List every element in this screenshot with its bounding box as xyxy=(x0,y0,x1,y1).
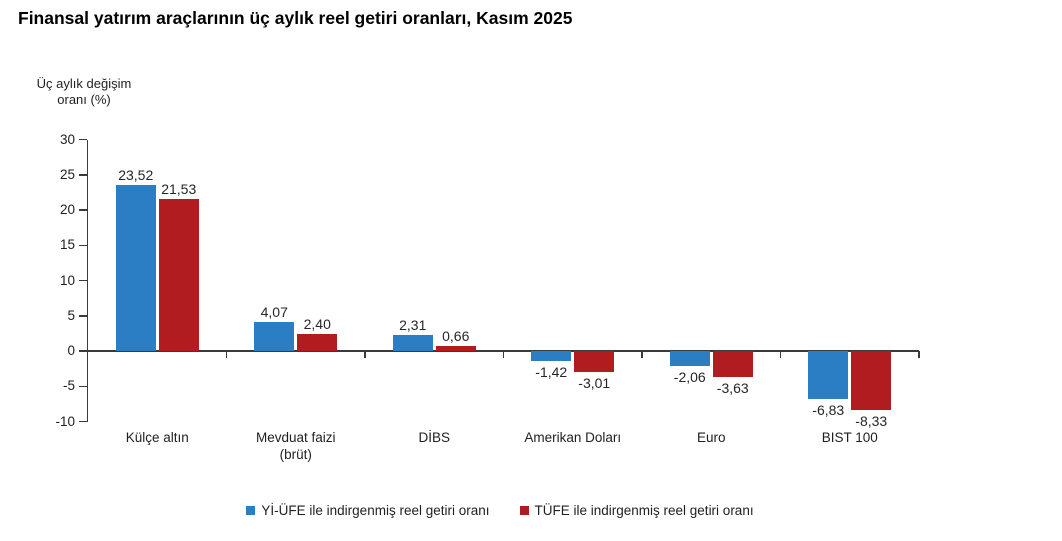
category-label: BIST 100 xyxy=(821,430,878,445)
legend-item-yi-ufe: Yİ-ÜFE ile indirgenmiş reel getiri oranı xyxy=(246,503,490,518)
bar-tufe-6 xyxy=(851,351,892,410)
bar-value-label: 23,52 xyxy=(118,167,154,184)
bar-value-label: -2,06 xyxy=(673,368,706,385)
category-label: DİBS xyxy=(418,430,450,445)
y-axis-tick-label: 30 xyxy=(59,131,75,147)
y-axis-tick xyxy=(79,385,87,387)
bar-yi-ufe-5 xyxy=(669,351,710,366)
y-axis-tick-label: -10 xyxy=(55,413,75,429)
y-axis-tick xyxy=(79,420,87,423)
x-axis-tick xyxy=(641,351,643,358)
legend-label-tufe: TÜFE ile indirgenmiş reel getiri oranı xyxy=(534,503,754,518)
x-axis-tick xyxy=(779,351,782,358)
legend-marker-blue-icon xyxy=(246,506,256,515)
legend-marker-red-icon xyxy=(519,506,529,515)
x-axis-tick xyxy=(225,351,228,358)
category-label: Külçe altın xyxy=(125,430,189,445)
y-axis-tick-label: 15 xyxy=(59,237,75,253)
bar-tufe-4 xyxy=(574,351,615,373)
bar-value-label: 0,66 xyxy=(442,328,470,345)
bar-tufe-2 xyxy=(297,334,338,351)
y-axis-tick-label: 10 xyxy=(59,272,75,288)
y-axis-tick xyxy=(79,174,87,176)
y-axis-title: Üç aylık değişim oranı (%) xyxy=(36,76,132,107)
legend-item-tufe: TÜFE ile indirgenmiş reel getiri oranı xyxy=(519,503,754,518)
y-axis-tick xyxy=(79,350,87,352)
bar-value-label: 21,53 xyxy=(161,181,197,198)
y-axis-tick xyxy=(79,315,87,317)
bar-value-label: -1,42 xyxy=(535,364,568,380)
y-axis-tick-label: -5 xyxy=(62,378,75,394)
y-axis-tick-label: 20 xyxy=(59,202,75,217)
y-axis-tick xyxy=(79,244,87,246)
bar-yi-ufe-2 xyxy=(254,322,295,351)
bar-yi-ufe-3 xyxy=(392,334,433,351)
x-axis-tick xyxy=(364,351,366,358)
y-axis-tick-label: 25 xyxy=(59,166,75,182)
x-axis-tick xyxy=(502,351,505,358)
y-axis-tick xyxy=(79,209,87,211)
bar-yi-ufe-4 xyxy=(531,351,572,361)
y-axis-tick xyxy=(79,138,87,141)
bar-tufe-3 xyxy=(435,346,476,351)
bar-value-label: 2,31 xyxy=(399,316,427,333)
bar-value-label: -3,01 xyxy=(578,375,611,392)
bar-value-label: -8,33 xyxy=(855,412,888,429)
legend: Yİ-ÜFE ile indirgenmiş reel getiri oranı… xyxy=(0,503,1000,518)
category-label: Euro xyxy=(696,430,726,445)
y-axis-tick-label: 5 xyxy=(67,307,75,323)
bar-tufe-1 xyxy=(158,199,199,351)
category-label: Amerikan Doları xyxy=(524,430,622,445)
bar-value-label: 2,40 xyxy=(303,316,331,333)
y-axis-tick-label: 0 xyxy=(67,343,75,358)
bar-value-label: -3,63 xyxy=(716,379,749,396)
bar-tufe-5 xyxy=(712,351,753,377)
y-axis-tick xyxy=(79,279,87,282)
bar-value-label: 4,07 xyxy=(260,304,288,321)
bar-yi-ufe-6 xyxy=(808,351,849,400)
legend-label-yi-ufe: Yİ-ÜFE ile indirgenmiş reel getiri oranı xyxy=(261,503,490,518)
bar-yi-ufe-1 xyxy=(115,185,156,351)
y-axis-line xyxy=(86,139,88,422)
category-label: Mevduat faizi (brüt) xyxy=(255,430,336,462)
bar-value-label: -6,83 xyxy=(812,402,845,419)
chart-title: Finansal yatırım araçlarının üç aylık re… xyxy=(18,8,573,28)
x-axis-tick xyxy=(918,351,920,358)
